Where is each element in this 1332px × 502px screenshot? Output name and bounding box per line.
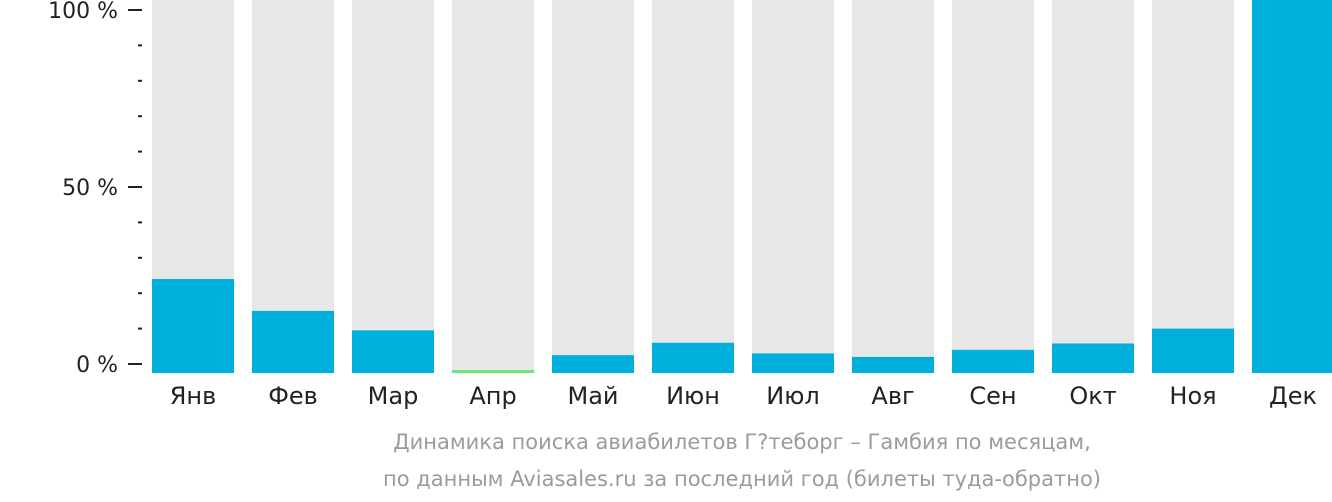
bar-track [652,0,734,373]
bar-Авг [852,356,934,373]
bar-Апр [452,370,534,373]
bars-group [152,0,1332,373]
bar-Июл [752,353,834,373]
x-tick-label: Сен [969,382,1016,410]
bar-Сен [952,349,1034,373]
x-tick-label: Окт [1069,382,1116,410]
bar-track [352,0,434,373]
chart-caption-line-2: по данным Aviasales.ru за последний год … [383,467,1101,491]
x-tick-label: Дек [1269,382,1317,410]
y-tick-label: 0 % [76,353,118,378]
x-tick-label: Фев [268,382,318,410]
y-tick-label: 100 % [48,0,118,24]
y-axis: 100 % 50 % 0 % [48,0,142,378]
bar-Ноя [1152,328,1234,373]
y-tick-label: 50 % [62,176,118,201]
bar-track [952,0,1034,373]
bar-Май [552,355,634,373]
bar-track [252,0,334,373]
bar-Янв [152,279,234,373]
bar-Дек [1252,0,1332,373]
x-tick-label: Июн [666,382,720,410]
bar-track [1052,0,1134,373]
bar-track [452,0,534,373]
x-tick-label: Май [567,382,618,410]
bar-track [552,0,634,373]
bar-track [752,0,834,373]
bar-Окт [1052,343,1134,373]
x-tick-label: Ноя [1169,382,1216,410]
chart-caption-line-1: Динамика поиска авиабилетов Г?теборг – Г… [393,430,1091,454]
bar-Фев [252,310,334,373]
x-tick-label: Авг [871,382,914,410]
x-tick-label: Июл [766,382,820,410]
x-tick-label: Мар [368,382,419,410]
x-tick-label: Апр [469,382,516,410]
bar-Июн [652,342,734,373]
bar-Мар [352,330,434,373]
x-axis-labels: Янв Фев Мар Апр Май Июн Июл Авг Сен Окт Ноя Дек [170,382,1317,410]
x-tick-label: Янв [170,382,217,410]
bar-track [852,0,934,373]
bar-track [1152,0,1234,373]
